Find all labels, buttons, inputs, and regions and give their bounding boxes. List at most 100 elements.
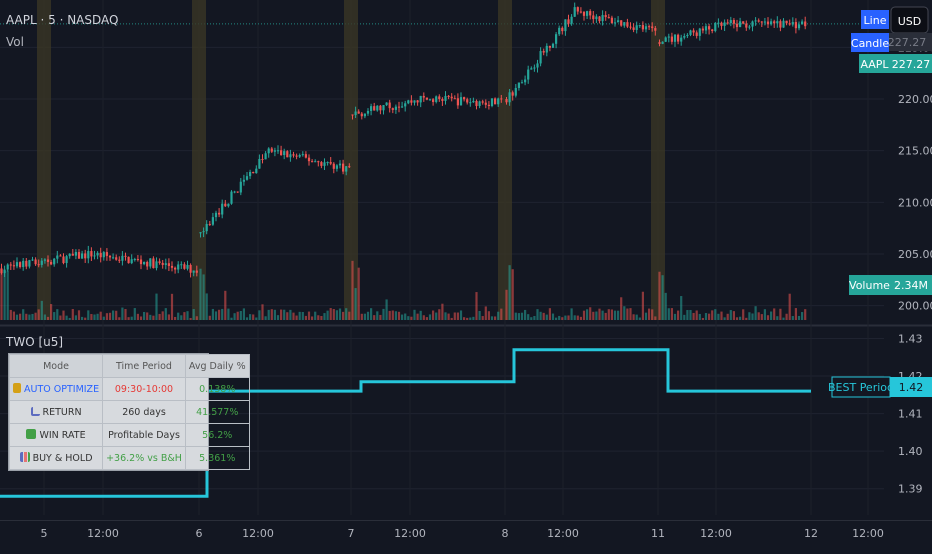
- candle-body: [397, 106, 401, 108]
- candle-body: [224, 203, 227, 207]
- volume-bar: [742, 309, 745, 320]
- candle-body: [202, 231, 205, 233]
- candle-body: [673, 34, 677, 42]
- candle-body: [410, 100, 413, 103]
- volume-bar: [351, 260, 354, 320]
- volume-bar: [620, 297, 623, 320]
- row-mode: WIN RATE: [39, 430, 86, 441]
- x-tick-label: 5: [41, 527, 48, 540]
- candle-body: [121, 255, 124, 261]
- session-highlight: [651, 0, 665, 320]
- volume-bar: [726, 313, 729, 320]
- volume-bar: [46, 316, 50, 320]
- candle-body: [19, 262, 22, 268]
- volume-bar: [270, 309, 273, 320]
- candle-body: [704, 26, 708, 31]
- volume-bar: [202, 274, 205, 320]
- candle-body: [422, 95, 425, 98]
- volume-bar: [224, 290, 227, 320]
- volume-bar: [779, 308, 782, 320]
- candle-body: [677, 34, 680, 42]
- volume-bar: [323, 313, 326, 320]
- candle-body: [638, 25, 641, 27]
- candle-body: [12, 265, 15, 267]
- volume-bar: [31, 313, 34, 320]
- volume-bar: [81, 316, 84, 320]
- candle-body: [598, 16, 601, 22]
- volume-bar: [43, 314, 46, 320]
- y-tick-label: 1.39: [898, 483, 923, 496]
- currency-button[interactable]: USD: [898, 15, 922, 28]
- candle-body: [199, 232, 202, 234]
- candle-body: [304, 154, 307, 158]
- candle-body: [6, 264, 9, 270]
- volume-bar: [708, 313, 711, 320]
- volume-bar: [797, 315, 801, 320]
- volume-bar: [304, 315, 307, 320]
- candle-body: [149, 258, 152, 267]
- volume-bar: [466, 317, 469, 320]
- volume-bar: [545, 314, 548, 320]
- volume-bar: [711, 310, 714, 320]
- candle-body: [732, 20, 735, 24]
- volume-bar: [704, 313, 708, 320]
- volume-badge-value: 2.34M: [894, 279, 928, 292]
- candle-body: [726, 22, 729, 24]
- candle-body: [245, 176, 249, 180]
- candle-body: [34, 259, 37, 265]
- volume-bar: [804, 309, 807, 320]
- row-value: 41.577%: [184, 400, 250, 424]
- volume-bar: [332, 309, 335, 320]
- volume-bar: [292, 312, 295, 320]
- candle-body: [763, 21, 766, 23]
- candle-body: [270, 148, 273, 152]
- volume-bar: [432, 310, 435, 320]
- volume-bar: [435, 312, 438, 320]
- volume-bar: [388, 310, 391, 320]
- candle-body: [329, 162, 332, 164]
- aapl-badge-value: 227.27: [892, 58, 931, 71]
- volume-bar: [65, 315, 68, 320]
- line-badge: Line: [864, 14, 887, 27]
- candle-body: [620, 20, 623, 26]
- candle-body: [267, 148, 270, 154]
- candle-body: [81, 253, 84, 259]
- candle-body: [335, 165, 338, 169]
- volume-bar: [214, 311, 218, 320]
- volume-bar: [155, 293, 158, 320]
- candle-body: [87, 251, 90, 259]
- candle-body: [0, 268, 3, 274]
- volume-bar: [53, 312, 56, 320]
- row-period: +36.2% vs B&H: [102, 446, 186, 470]
- candle-body: [189, 264, 192, 273]
- volume-bar: [335, 310, 338, 320]
- candle-body: [96, 252, 99, 256]
- volume-bar: [311, 316, 314, 320]
- candle-body: [416, 100, 419, 103]
- volume-bar: [84, 317, 87, 320]
- volume-bar: [576, 315, 579, 320]
- candle-body: [102, 252, 105, 258]
- candle-body: [373, 106, 376, 111]
- volume-bar: [638, 317, 641, 320]
- volume-bar: [227, 308, 230, 320]
- volume-bar: [56, 309, 59, 320]
- candle-body: [804, 21, 807, 27]
- volume-bar: [152, 315, 155, 320]
- y-tick-label: 220.00: [898, 93, 932, 106]
- candle-body: [613, 22, 617, 24]
- volume-bar: [680, 296, 683, 320]
- candle-body: [667, 36, 670, 38]
- chart-up-icon: [30, 406, 40, 416]
- table-row: RETURN 260 days 41.577%: [8, 400, 250, 424]
- candle-body: [595, 16, 598, 20]
- volume-bar: [623, 306, 626, 320]
- volume-bar: [28, 314, 31, 320]
- volume-bar: [748, 312, 751, 320]
- candle-body: [564, 19, 567, 32]
- volume-badge-label: Volume: [849, 279, 890, 292]
- candle-body: [711, 29, 714, 32]
- volume-bar: [3, 271, 6, 320]
- candle-badge-bg: [851, 33, 889, 52]
- volume-bar: [658, 271, 661, 320]
